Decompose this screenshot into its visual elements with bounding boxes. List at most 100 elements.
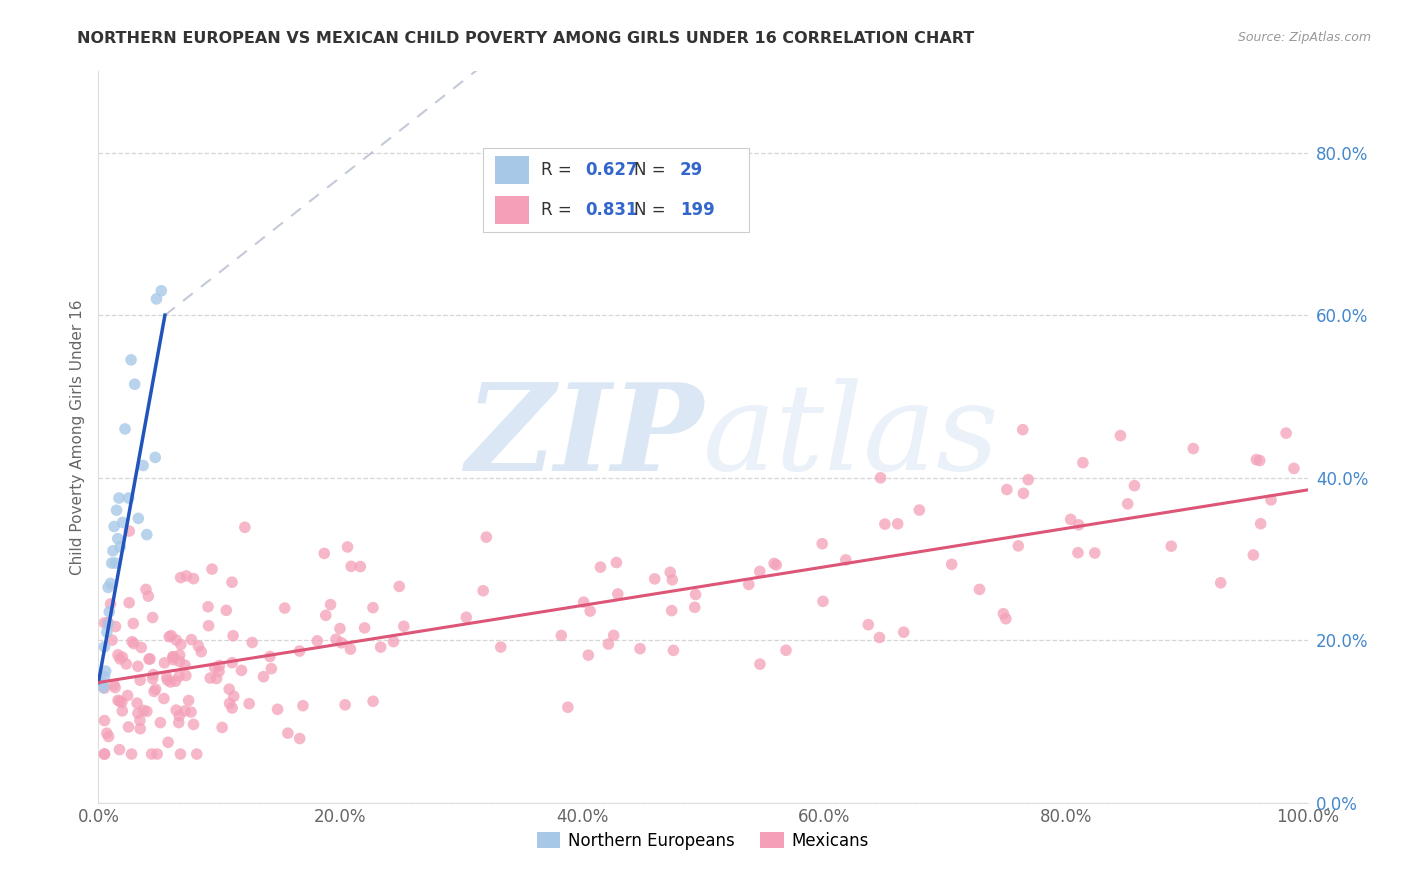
- Point: [122, 636, 145, 650]
- Point: [162, 652, 184, 666]
- Point: [174, 658, 197, 673]
- Point: [315, 608, 337, 623]
- Point: [165, 703, 187, 717]
- Point: [1059, 512, 1081, 526]
- Point: [659, 566, 682, 580]
- Point: [167, 669, 190, 683]
- Point: [103, 519, 125, 533]
- Point: [221, 575, 243, 590]
- Text: 0.627: 0.627: [586, 161, 638, 179]
- Point: [156, 670, 179, 684]
- Point: [93, 747, 115, 761]
- Point: [118, 491, 141, 505]
- Point: [1071, 456, 1094, 470]
- Point: [1012, 486, 1035, 500]
- Point: [472, 583, 495, 598]
- Point: [146, 747, 169, 761]
- Point: [101, 544, 124, 558]
- Point: [893, 625, 915, 640]
- Point: [197, 599, 219, 614]
- Point: [177, 693, 200, 707]
- Point: [340, 559, 363, 574]
- Point: [738, 577, 761, 591]
- Point: [211, 720, 233, 734]
- Point: [111, 650, 134, 665]
- Point: [1011, 423, 1033, 437]
- Point: [129, 640, 152, 655]
- Text: atlas: atlas: [703, 378, 1000, 496]
- Point: [93, 615, 115, 630]
- Point: [153, 656, 176, 670]
- Point: [869, 631, 891, 645]
- Point: [201, 562, 224, 576]
- Point: [685, 587, 707, 601]
- Point: [97, 615, 120, 630]
- Point: [117, 689, 139, 703]
- Point: [1250, 516, 1272, 531]
- Point: [108, 694, 131, 708]
- Point: [180, 705, 202, 719]
- Point: [1249, 453, 1271, 467]
- Point: [1275, 426, 1298, 441]
- Point: [108, 491, 131, 505]
- Point: [176, 569, 198, 583]
- Point: [143, 450, 166, 465]
- Point: [811, 594, 834, 608]
- Point: [150, 284, 173, 298]
- Point: [388, 579, 411, 593]
- Point: [361, 694, 384, 708]
- Point: [124, 377, 146, 392]
- Point: [142, 672, 165, 686]
- Legend: Northern Europeans, Mexicans: Northern Europeans, Mexicans: [530, 825, 876, 856]
- Text: Source: ZipAtlas.com: Source: ZipAtlas.com: [1237, 31, 1371, 45]
- Point: [349, 559, 371, 574]
- Point: [111, 516, 134, 530]
- Point: [361, 600, 384, 615]
- Text: 199: 199: [681, 202, 714, 219]
- Point: [135, 527, 157, 541]
- Point: [190, 645, 212, 659]
- Point: [97, 581, 120, 595]
- Point: [118, 596, 141, 610]
- Point: [1209, 575, 1232, 590]
- Point: [1007, 539, 1029, 553]
- Point: [1017, 473, 1039, 487]
- Point: [135, 582, 157, 597]
- Point: [1116, 497, 1139, 511]
- Point: [995, 483, 1018, 497]
- Point: [576, 648, 599, 662]
- Point: [142, 610, 165, 624]
- Point: [111, 695, 134, 709]
- Point: [111, 704, 134, 718]
- Point: [557, 700, 579, 714]
- Point: [252, 670, 274, 684]
- Point: [325, 632, 347, 647]
- Point: [139, 652, 162, 666]
- Point: [222, 690, 245, 704]
- FancyBboxPatch shape: [495, 156, 529, 184]
- Point: [572, 595, 595, 609]
- Point: [602, 628, 624, 642]
- Point: [333, 698, 356, 712]
- Point: [142, 667, 165, 681]
- Text: ZIP: ZIP: [465, 378, 703, 496]
- Point: [763, 557, 786, 571]
- Point: [162, 649, 184, 664]
- Point: [145, 682, 167, 697]
- Point: [167, 708, 190, 723]
- Point: [218, 682, 240, 697]
- Point: [307, 633, 329, 648]
- Point: [108, 652, 131, 666]
- Point: [835, 553, 858, 567]
- Point: [231, 664, 253, 678]
- Point: [98, 605, 121, 619]
- Point: [108, 540, 131, 554]
- Point: [180, 632, 202, 647]
- Point: [266, 702, 288, 716]
- Point: [127, 696, 149, 710]
- FancyBboxPatch shape: [482, 148, 749, 232]
- Point: [132, 458, 155, 473]
- Point: [117, 720, 139, 734]
- Point: [96, 625, 118, 640]
- Point: [1123, 478, 1146, 492]
